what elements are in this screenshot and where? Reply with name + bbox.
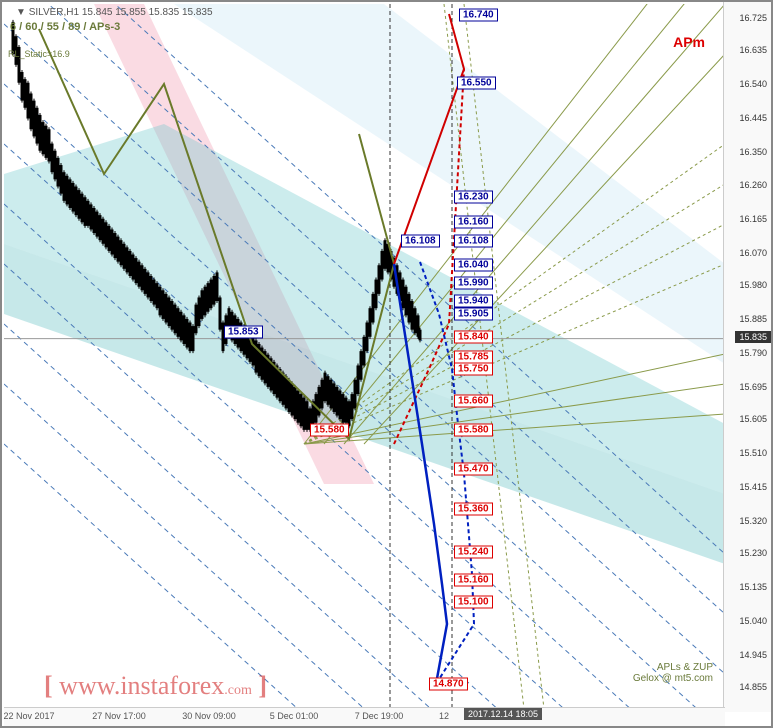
price-label: 15.360 — [454, 502, 493, 515]
y-tick: 15.885 — [739, 314, 767, 324]
price-label: 15.840 — [454, 330, 493, 343]
y-tick: 15.510 — [739, 448, 767, 458]
price-label: 15.853 — [224, 326, 263, 339]
price-label: 16.108 — [454, 234, 493, 247]
x-tick: 30 Nov 09:00 — [182, 711, 236, 721]
chart-container: ▼ SILVER,H1 15.845 15.855 15.835 15.835 … — [0, 0, 773, 728]
x-tick: 7 Dec 19:00 — [355, 711, 404, 721]
price-label: 15.785 — [454, 350, 493, 363]
y-tick: 15.695 — [739, 382, 767, 392]
plot-area[interactable]: ▼ SILVER,H1 15.845 15.855 15.835 15.835 … — [4, 4, 725, 709]
price-label: 15.660 — [454, 395, 493, 408]
price-label: 15.750 — [454, 363, 493, 376]
credits: APLs & ZUP Gelox @ mt5.com — [633, 662, 713, 684]
current-price-marker: 15.835 — [735, 331, 771, 343]
price-label: 15.470 — [454, 463, 493, 476]
x-tick: 22 Nov 2017 — [3, 711, 54, 721]
y-tick: 15.040 — [739, 616, 767, 626]
y-tick: 16.445 — [739, 113, 767, 123]
price-label: 15.580 — [454, 423, 493, 436]
y-tick: 15.135 — [739, 582, 767, 592]
price-label: 14.870 — [429, 677, 468, 690]
y-tick: 16.070 — [739, 248, 767, 258]
symbol-header: ▼ SILVER,H1 15.845 15.855 15.835 15.835 — [16, 7, 213, 18]
y-tick: 15.415 — [739, 482, 767, 492]
x-axis: 22 Nov 2017 27 Nov 17:00 30 Nov 09:00 5 Dec… — [4, 707, 725, 726]
apm-label: APm — [673, 34, 705, 50]
x-tick: 27 Nov 17:00 — [92, 711, 146, 721]
price-label: 16.108 — [401, 234, 440, 247]
price-label: 16.040 — [454, 259, 493, 272]
price-label: 16.160 — [454, 216, 493, 229]
price-label: 15.160 — [454, 574, 493, 587]
x-tick: 12 — [439, 711, 449, 721]
y-tick: 14.855 — [739, 682, 767, 692]
y-tick: 15.790 — [739, 348, 767, 358]
price-label: 16.230 — [454, 191, 493, 204]
rl-static-label: RL_Static=16.9 — [8, 49, 70, 59]
x-tick: 5 Dec 01:00 — [270, 711, 319, 721]
price-label: 16.550 — [457, 76, 496, 89]
y-tick: 15.320 — [739, 516, 767, 526]
price-label: 15.580 — [310, 423, 349, 436]
x-highlight: 2017.12.14 18:05 — [464, 708, 542, 720]
y-tick: 16.725 — [739, 13, 767, 23]
y-tick: 14.945 — [739, 650, 767, 660]
y-tick: 16.260 — [739, 180, 767, 190]
price-label: 15.940 — [454, 295, 493, 308]
price-label: 16.740 — [459, 8, 498, 21]
y-tick: 15.980 — [739, 280, 767, 290]
y-tick: 16.635 — [739, 45, 767, 55]
y-tick: 16.540 — [739, 79, 767, 89]
param-header: 6 / 60 / 55 / 89 / APs-3 — [10, 21, 120, 33]
y-tick: 16.350 — [739, 147, 767, 157]
forecast-overlay — [4, 4, 725, 709]
price-label: 15.240 — [454, 545, 493, 558]
watermark: [ www.instaforex.com ] — [44, 671, 267, 701]
price-label: 15.990 — [454, 277, 493, 290]
price-label: 15.100 — [454, 595, 493, 608]
price-label: 15.905 — [454, 307, 493, 320]
y-tick: 16.165 — [739, 214, 767, 224]
y-axis: 15.835 16.725 16.635 16.540 16.445 16.350 16.… — [723, 2, 771, 712]
y-tick: 15.230 — [739, 548, 767, 558]
y-tick: 15.605 — [739, 414, 767, 424]
